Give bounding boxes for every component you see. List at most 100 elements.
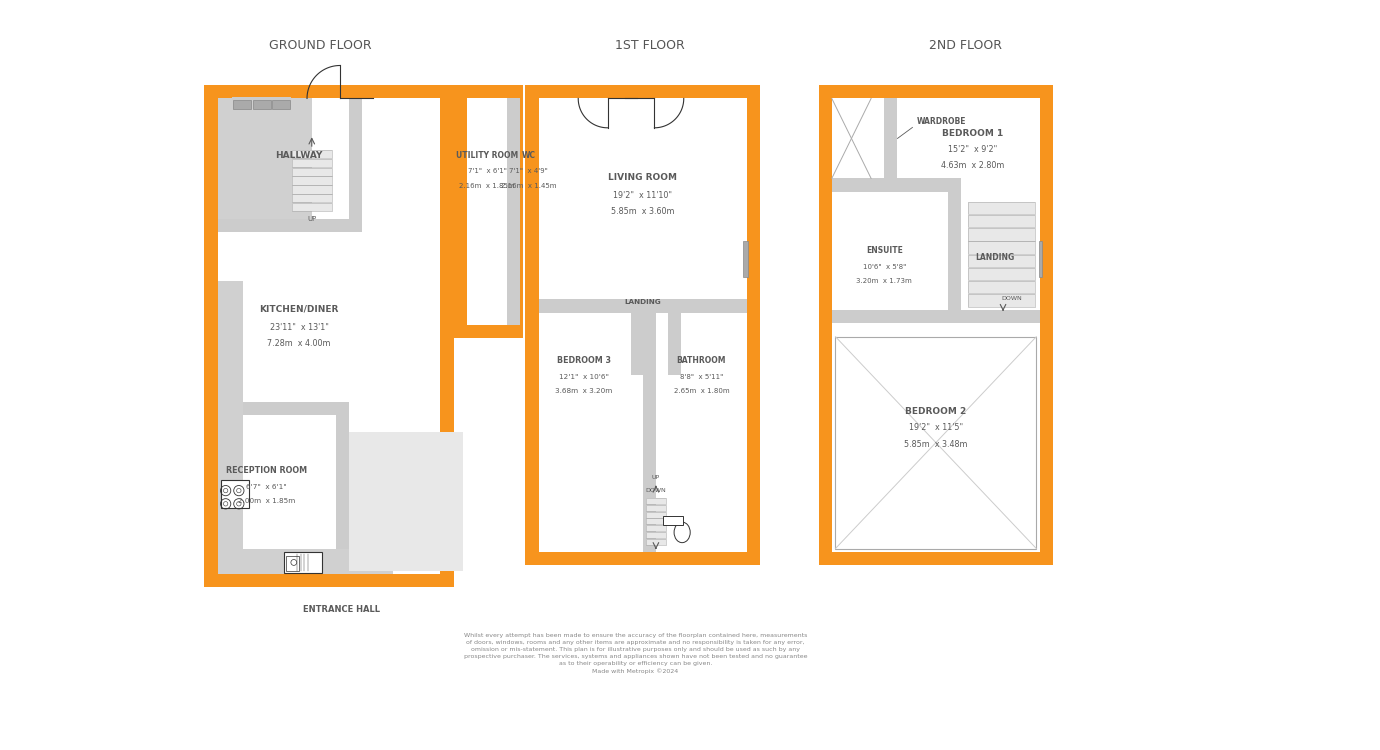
Text: 7'1"  x 6'1": 7'1" x 6'1" xyxy=(468,168,506,174)
Bar xyxy=(646,518,665,524)
Bar xyxy=(218,219,355,232)
Bar xyxy=(947,192,960,324)
Bar xyxy=(646,532,665,538)
Bar xyxy=(646,532,665,538)
Text: 3.68m  x 3.20m: 3.68m x 3.20m xyxy=(555,388,613,394)
Text: GROUND FLOOR: GROUND FLOOR xyxy=(269,39,371,52)
Bar xyxy=(538,99,747,552)
Bar xyxy=(646,512,665,518)
Text: 19'2"  x 11'10": 19'2" x 11'10" xyxy=(613,191,672,200)
Bar xyxy=(646,512,665,518)
Text: 6'7"  x 6'1": 6'7" x 6'1" xyxy=(246,483,287,489)
Text: 5.85m  x 3.48m: 5.85m x 3.48m xyxy=(904,440,967,448)
Bar xyxy=(967,229,1035,241)
Bar xyxy=(967,202,1035,214)
Text: Day & Co: Day & Co xyxy=(628,362,686,374)
Bar xyxy=(286,556,298,571)
Text: UP: UP xyxy=(651,475,660,480)
Bar xyxy=(335,416,349,574)
Text: 1ST FLOOR: 1ST FLOOR xyxy=(615,39,684,52)
Bar xyxy=(646,505,665,511)
Text: BATHROOM: BATHROOM xyxy=(676,356,726,364)
Text: ENTRANCE HALL: ENTRANCE HALL xyxy=(302,605,380,614)
Text: 5.85m  x 3.60m: 5.85m x 3.60m xyxy=(610,207,673,216)
Bar xyxy=(967,255,1035,267)
Bar xyxy=(291,194,331,202)
Text: HALLWAY: HALLWAY xyxy=(275,151,323,160)
Ellipse shape xyxy=(673,522,690,543)
Bar xyxy=(291,177,331,185)
Bar xyxy=(642,313,656,552)
Bar xyxy=(646,498,665,504)
Text: 10'6"  x 5'8": 10'6" x 5'8" xyxy=(862,263,905,269)
Bar xyxy=(291,168,331,176)
Bar xyxy=(291,150,331,158)
Bar xyxy=(967,202,1035,214)
Bar xyxy=(291,203,331,211)
Bar xyxy=(291,150,331,158)
Bar xyxy=(291,186,331,194)
Bar xyxy=(233,100,251,109)
Bar xyxy=(831,99,1039,552)
Bar xyxy=(631,313,644,375)
Bar xyxy=(221,481,248,508)
Bar xyxy=(218,99,312,219)
Text: D: D xyxy=(600,305,669,386)
Bar xyxy=(646,525,665,531)
Bar xyxy=(291,203,331,211)
Bar xyxy=(526,86,759,566)
Bar xyxy=(668,313,680,375)
Bar xyxy=(272,100,290,109)
Bar xyxy=(253,100,270,109)
Bar xyxy=(967,295,1035,307)
Text: KITCHEN/DINER: KITCHEN/DINER xyxy=(259,304,338,313)
Text: LIVING ROOM: LIVING ROOM xyxy=(609,172,676,182)
Text: 19'2"  x 11'5": 19'2" x 11'5" xyxy=(908,423,962,432)
Text: 3.20m  x 1.73m: 3.20m x 1.73m xyxy=(856,278,912,284)
Bar xyxy=(967,215,1035,228)
Text: 2.00m  x 1.85m: 2.00m x 1.85m xyxy=(237,498,295,504)
Text: 4.63m  x 2.80m: 4.63m x 2.80m xyxy=(940,161,1003,170)
Bar xyxy=(967,242,1035,254)
Text: 15'2"  x 9'2": 15'2" x 9'2" xyxy=(948,145,996,154)
Bar xyxy=(646,518,665,524)
Bar xyxy=(646,505,665,511)
Bar xyxy=(967,242,1035,254)
Text: 2.16m  x 1.85m: 2.16m x 1.85m xyxy=(460,183,515,189)
Bar xyxy=(1038,241,1042,278)
Bar xyxy=(291,159,331,167)
Bar xyxy=(349,432,464,571)
Bar xyxy=(646,539,665,545)
Bar xyxy=(538,299,747,313)
Text: BEDROOM 3: BEDROOM 3 xyxy=(556,356,611,364)
Text: 8'8"  x 5'11": 8'8" x 5'11" xyxy=(679,374,723,380)
Bar xyxy=(967,281,1035,294)
Text: ENSUITE: ENSUITE xyxy=(865,246,903,255)
Bar xyxy=(232,98,291,100)
Text: DOWN: DOWN xyxy=(646,488,667,493)
Bar xyxy=(218,281,243,574)
Bar xyxy=(967,295,1035,307)
Text: 2ND FLOOR: 2ND FLOOR xyxy=(929,39,1002,52)
Bar xyxy=(218,99,440,574)
Bar xyxy=(291,168,331,176)
Bar xyxy=(218,402,349,416)
Text: 23'11"  x 13'1": 23'11" x 13'1" xyxy=(269,323,328,332)
Text: UP: UP xyxy=(306,215,316,221)
Text: BEDROOM 1: BEDROOM 1 xyxy=(941,129,1003,138)
Bar xyxy=(454,86,523,338)
Bar xyxy=(283,552,322,573)
Bar xyxy=(646,498,665,504)
Text: 2.16m  x 1.45m: 2.16m x 1.45m xyxy=(501,183,556,189)
Bar xyxy=(204,86,454,587)
Bar xyxy=(291,194,331,202)
Text: BEDROOM 2: BEDROOM 2 xyxy=(905,407,966,416)
Bar xyxy=(967,255,1035,267)
Bar xyxy=(742,241,748,278)
Text: 12'1"  x 10'6": 12'1" x 10'6" xyxy=(559,374,609,380)
Bar xyxy=(831,178,960,192)
Text: 2.65m  x 1.80m: 2.65m x 1.80m xyxy=(673,388,729,394)
Bar xyxy=(967,268,1035,280)
Text: WC: WC xyxy=(522,151,535,160)
Text: 7.28m  x 4.00m: 7.28m x 4.00m xyxy=(268,339,331,348)
